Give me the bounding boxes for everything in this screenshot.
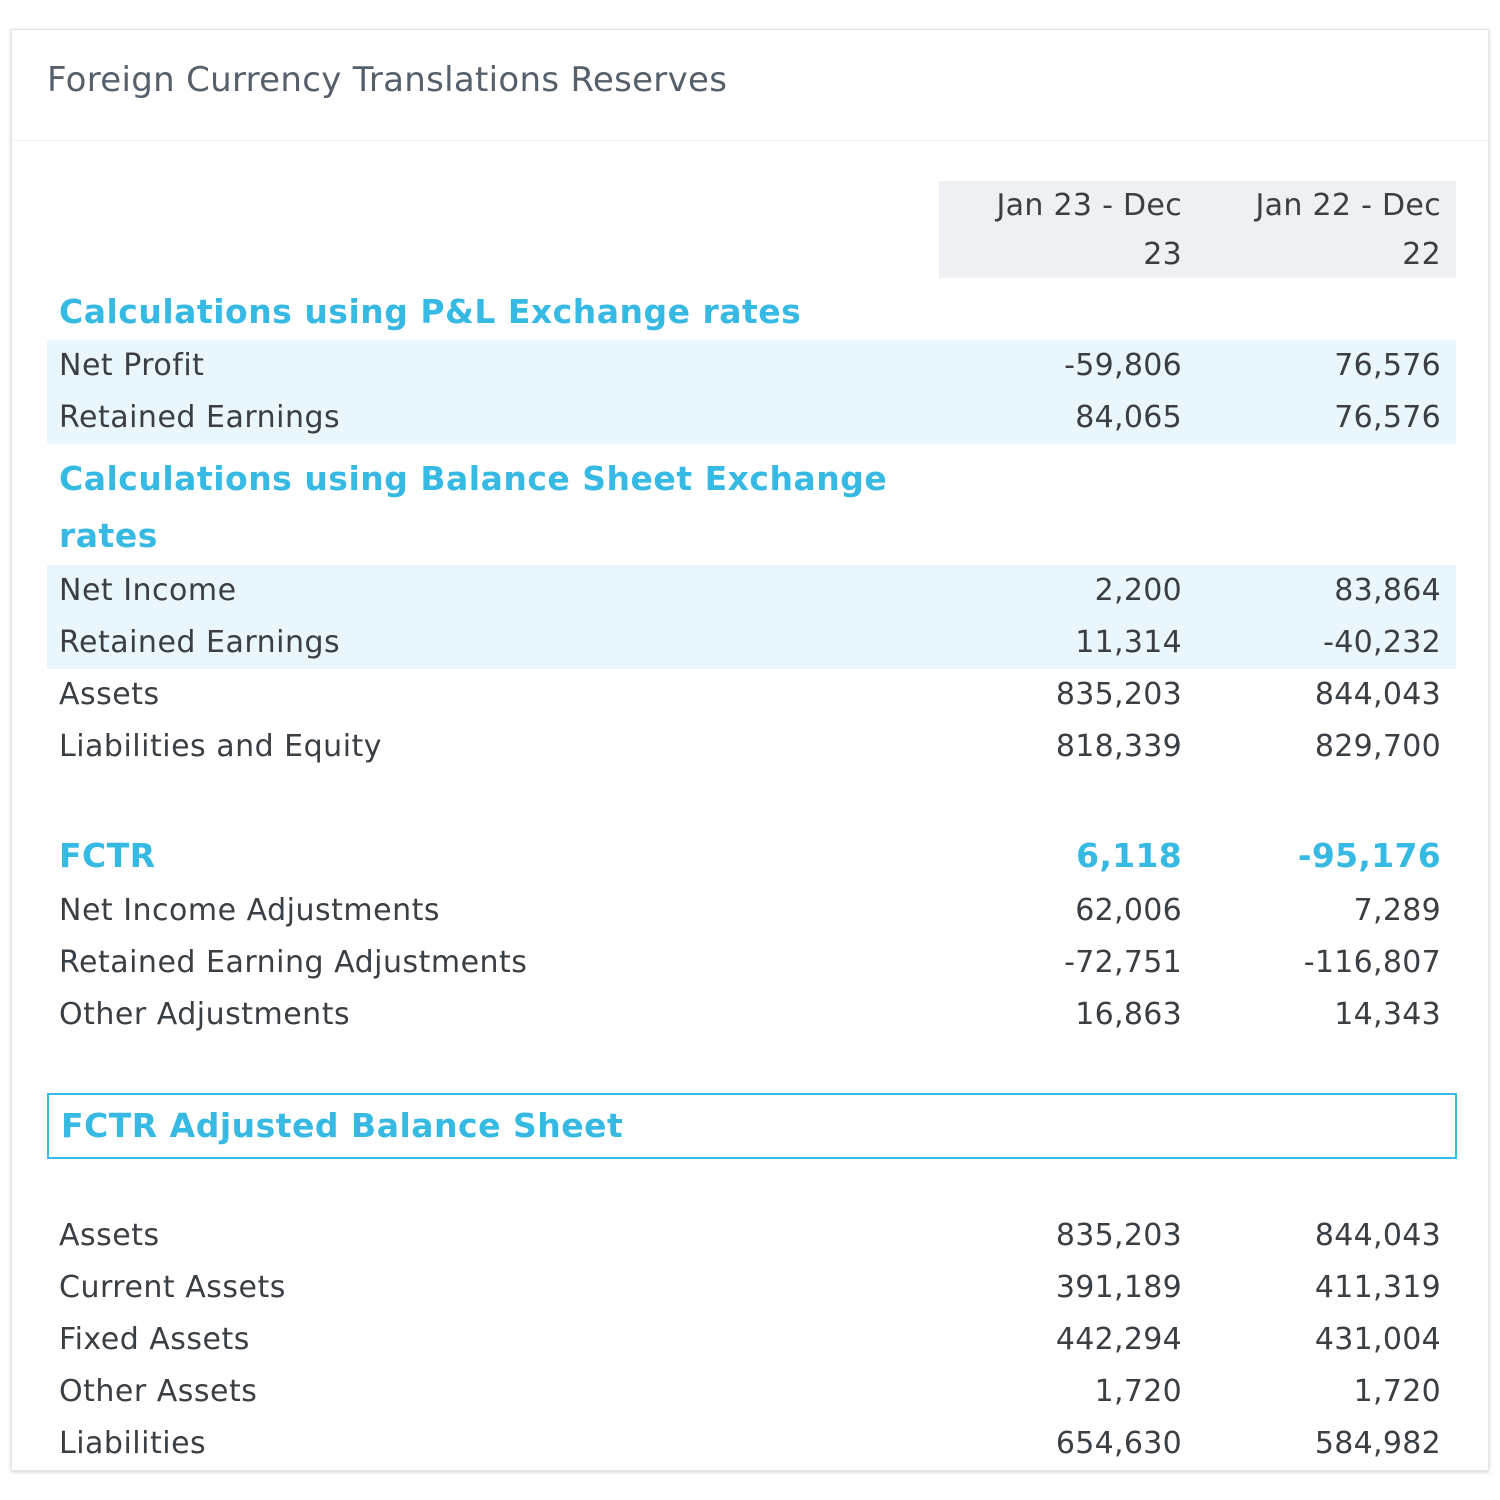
row-value-current: 62,006 [1075,893,1182,928]
column-header-prior: Jan 22 - Dec 22 [1255,188,1441,272]
row-value-prior: 411,319 [1314,1270,1441,1305]
column-header-current: Jan 23 - Dec 23 [996,188,1182,272]
row-label: Liabilities [59,1426,207,1461]
table-row: Net Profit -59,806 76,576 [47,340,1456,392]
row-value-prior: 83,864 [1334,573,1441,608]
row-value-current: 818,339 [1055,729,1182,764]
table-row: Retained Earnings 84,065 76,576 [47,392,1456,444]
column-header-background [939,181,1456,278]
row-value-prior: 1,720 [1353,1374,1441,1409]
row-value-prior: 76,576 [1334,348,1441,383]
table-row: Other Assets 1,720 1,720 [47,1366,1456,1418]
row-label: Net Income [59,573,237,608]
page-title: Foreign Currency Translations Reserves [47,60,728,100]
row-label: Current Assets [59,1270,286,1305]
row-value-prior: 76,576 [1334,400,1441,435]
row-label: Other Assets [59,1374,258,1409]
row-label: Retained Earnings [59,625,341,660]
section-heading-bs: Calculations using Balance Sheet Exchang… [59,459,888,555]
row-value-prior: -116,807 [1303,945,1441,980]
row-value-current: 1,720 [1094,1374,1182,1409]
row-value-current: 16,863 [1075,997,1182,1032]
fctr-total-label: FCTR [59,836,156,875]
row-value-current: 2,200 [1094,573,1182,608]
row-value-current: 654,630 [1055,1426,1182,1461]
section-heading-pl: Calculations using P&L Exchange rates [59,292,802,331]
row-value-prior: -40,232 [1323,625,1441,660]
row-value-current: -72,751 [1064,945,1182,980]
table-row: Retained Earning Adjustments -72,751 -11… [47,937,1456,989]
row-value-prior: 844,043 [1314,677,1441,712]
row-label: Other Adjustments [59,997,351,1032]
row-value-current: 84,065 [1075,400,1182,435]
row-value-prior: 431,004 [1314,1322,1441,1357]
table-row: Assets 835,203 844,043 [47,1210,1456,1262]
table-row: Fixed Assets 442,294 431,004 [47,1314,1456,1366]
row-value-current: 391,189 [1055,1270,1182,1305]
card-header: Foreign Currency Translations Reserves [12,30,1488,141]
row-value-current: -59,806 [1064,348,1182,383]
row-label: Retained Earning Adjustments [59,945,528,980]
row-value-prior: 14,343 [1334,997,1441,1032]
table-row: Other Adjustments 16,863 14,343 [47,989,1456,1041]
table-row: Net Income 2,200 83,864 [47,565,1456,617]
row-label: Liabilities and Equity [59,729,383,764]
row-value-prior: 7,289 [1353,893,1441,928]
row-value-current: 442,294 [1055,1322,1182,1357]
adjusted-balance-sheet-header: FCTR Adjusted Balance Sheet [47,1093,1457,1159]
row-value-current: 11,314 [1075,625,1182,660]
row-value-current: 835,203 [1055,677,1182,712]
table-row: Liabilities and Equity 818,339 829,700 [47,721,1456,773]
fctr-total-row: FCTR 6,118 -95,176 [47,830,1456,882]
table-row: Current Assets 391,189 411,319 [47,1262,1456,1314]
fctr-total-current: 6,118 [1076,836,1182,875]
fctr-report-card: Foreign Currency Translations Reserves J… [11,29,1489,1471]
row-value-prior: 829,700 [1314,729,1441,764]
table-row: Net Income Adjustments 62,006 7,289 [47,885,1456,937]
row-label: Fixed Assets [59,1322,250,1357]
row-label: Retained Earnings [59,400,341,435]
table-row: Liabilities 654,630 584,982 [47,1418,1456,1470]
row-label: Net Income Adjustments [59,893,440,928]
row-value-prior: 584,982 [1314,1426,1441,1461]
row-label: Net Profit [59,348,205,383]
row-value-prior: 844,043 [1314,1218,1441,1253]
table-row: Assets 835,203 844,043 [47,669,1456,721]
row-value-current: 835,203 [1055,1218,1182,1253]
row-label: Assets [59,1218,160,1253]
table-row: Retained Earnings 11,314 -40,232 [47,617,1456,669]
adjusted-balance-sheet-title: FCTR Adjusted Balance Sheet [61,1106,624,1145]
fctr-total-prior: -95,176 [1297,836,1441,875]
row-label: Assets [59,677,160,712]
